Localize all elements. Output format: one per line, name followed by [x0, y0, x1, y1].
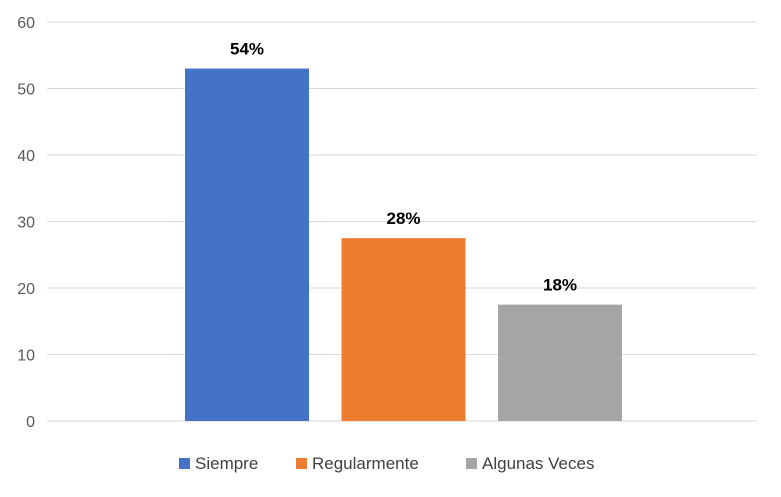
legend-swatch — [179, 458, 190, 469]
data-labels: 54% 28% 18% — [230, 40, 577, 295]
data-label: 28% — [386, 209, 420, 228]
y-tick-label: 0 — [26, 414, 35, 431]
legend-swatch — [296, 458, 307, 469]
y-tick-label: 40 — [17, 148, 35, 165]
y-tick-label: 20 — [17, 281, 35, 298]
legend-entry: Regularmente — [312, 454, 419, 473]
y-tick-label: 60 — [17, 15, 35, 32]
data-label: 54% — [230, 40, 264, 59]
legend-entry: Siempre — [195, 454, 258, 473]
y-axis: 0 10 20 30 40 50 60 — [17, 15, 35, 431]
legend-entry: Algunas Veces — [482, 454, 594, 473]
bar-regularmente — [341, 238, 466, 421]
legend: Siempre Regularmente Algunas Veces — [179, 454, 594, 473]
legend-swatch — [466, 458, 477, 469]
y-tick-label: 30 — [17, 215, 35, 232]
bar-siempre — [185, 68, 309, 422]
data-label: 18% — [543, 276, 577, 295]
y-tick-label: 50 — [17, 82, 35, 99]
bars — [185, 68, 622, 422]
y-tick-label: 10 — [17, 348, 35, 365]
bar-algunas-veces — [498, 304, 622, 421]
